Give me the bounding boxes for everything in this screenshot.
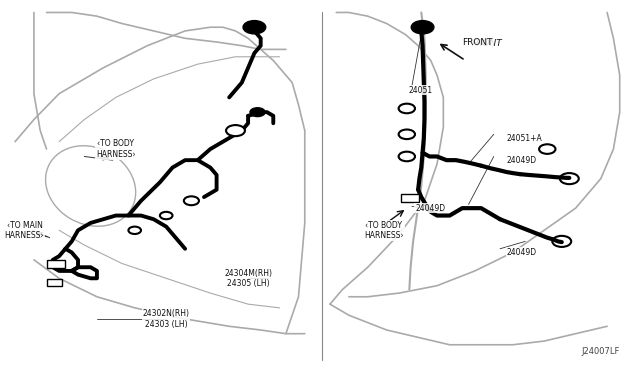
Text: 24049D: 24049D (415, 203, 445, 213)
FancyBboxPatch shape (47, 279, 62, 286)
Text: ‹TO BODY
HARNESS›: ‹TO BODY HARNESS› (96, 140, 136, 159)
Text: FRONT: FRONT (462, 38, 493, 46)
Text: 24051: 24051 (409, 86, 433, 94)
Circle shape (243, 20, 266, 34)
Text: 24051+A: 24051+A (506, 134, 542, 142)
Circle shape (250, 108, 265, 116)
Circle shape (226, 125, 245, 136)
Text: 24049D: 24049D (506, 248, 536, 257)
Text: 24049D: 24049D (506, 155, 536, 165)
Text: ‹TO MAIN
HARNESS›: ‹TO MAIN HARNESS› (4, 221, 44, 240)
Text: J24007LF: J24007LF (581, 347, 620, 356)
Circle shape (412, 20, 434, 34)
FancyBboxPatch shape (47, 260, 65, 268)
FancyBboxPatch shape (401, 195, 419, 202)
Text: ‹TO BODY
HARNESS›: ‹TO BODY HARNESS› (365, 221, 404, 240)
Text: 24302N(RH)
24303 (LH): 24302N(RH) 24303 (LH) (143, 309, 189, 328)
Text: 24304M(RH)
24305 (LH): 24304M(RH) 24305 (LH) (224, 269, 272, 288)
Text: FRONT: FRONT (472, 39, 502, 48)
